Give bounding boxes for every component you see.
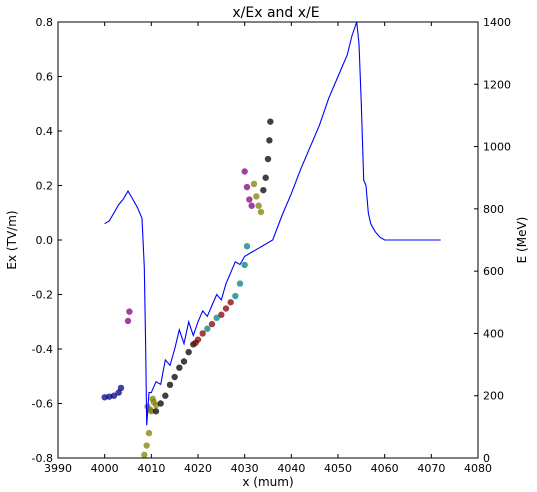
scatter-point [255, 202, 262, 209]
x-tick-label: 4040 [277, 462, 305, 475]
scatter-point [253, 193, 260, 200]
scatter-point [204, 325, 211, 332]
y-right-tick-label: 1400 [483, 16, 511, 29]
y-right-tick-label: 0 [483, 452, 490, 465]
scatter-point [149, 395, 156, 403]
y-left-tick-label: 0.2 [36, 180, 54, 193]
y-left-tick-label: -0.8 [32, 452, 53, 465]
x-tick-label: 4050 [324, 462, 352, 475]
scatter-point [208, 320, 216, 328]
scatter-point [157, 400, 164, 407]
scatter-point [180, 358, 188, 365]
scatter-point [124, 317, 132, 325]
scatter-point [236, 280, 244, 287]
x-tick-label: 4030 [231, 462, 259, 475]
y-right-tick-label: 1200 [483, 78, 511, 91]
scatter-point [143, 442, 150, 449]
scatter-point [257, 208, 265, 216]
scatter-point [213, 314, 220, 322]
scatter-point [248, 202, 255, 209]
scatter-point [166, 381, 174, 389]
scatter-point [241, 168, 248, 175]
plot-marks [101, 21, 441, 459]
scatter-point [176, 364, 183, 371]
y-left-tick-label: -0.4 [32, 343, 53, 356]
scatter-point [162, 392, 169, 399]
scatter-point [185, 348, 192, 356]
scatter-point [222, 305, 230, 312]
y-right-tick-label: 1000 [483, 141, 511, 154]
scatter-point [260, 186, 267, 194]
scatter-point [262, 174, 269, 181]
scatter-point [199, 330, 206, 337]
x-tick-label: 4010 [137, 462, 165, 475]
x-axis-ticks: 3990 4000 4010 4020 4030 4040 4050 4060 4070 4080 [44, 22, 492, 475]
scatter-point [152, 408, 160, 415]
scatter-point [250, 180, 258, 188]
y-left-tick-label: 0.6 [36, 71, 54, 84]
y-right-axis-label: E (MeV) [515, 217, 529, 264]
y-left-tick-label: -0.6 [32, 398, 53, 411]
x-axis-label: x (mum) [242, 475, 293, 489]
scatter-point [218, 311, 225, 318]
scatter-point [243, 183, 251, 191]
scatter-point [267, 118, 274, 125]
y-right-axis-ticks: 0 200 400 600 800 1000 1200 1400 [474, 16, 511, 465]
y-left-tick-label: 0.0 [36, 234, 54, 247]
scatter-point [145, 429, 153, 437]
scatter-point [246, 196, 253, 203]
scatter-point [171, 373, 178, 381]
y-right-tick-label: 400 [483, 327, 504, 340]
scatter-point [241, 261, 248, 269]
y-left-tick-label: 0.4 [36, 125, 54, 138]
x-tick-label: 4080 [464, 462, 492, 475]
y-right-tick-label: 600 [483, 265, 504, 278]
y-left-tick-label: 0.8 [36, 16, 54, 29]
y-left-axis-ticks: -0.8 -0.6 -0.4 -0.2 0.0 0.2 0.4 0.6 0.8 [32, 16, 62, 465]
scatter-point [147, 406, 154, 413]
scatter-point [227, 299, 234, 306]
scatter-point [101, 394, 108, 401]
scatter-point [243, 243, 251, 250]
series-line [104, 21, 441, 426]
y-left-tick-label: -0.2 [32, 289, 53, 302]
chart-title: x/Ex and x/E [232, 5, 319, 21]
scatter-point [232, 292, 239, 300]
scatter-point [126, 308, 133, 315]
y-right-tick-label: 800 [483, 203, 504, 216]
scatter-point [194, 336, 202, 343]
x-tick-label: 4060 [371, 462, 399, 475]
x-tick-label: 4070 [417, 462, 445, 475]
scatter-point [110, 392, 118, 399]
y-left-axis-label: Ex (TV/m) [5, 210, 19, 269]
x-tick-label: 3990 [44, 462, 72, 475]
x-tick-label: 4000 [91, 462, 119, 475]
scatter-point [117, 384, 125, 392]
y-right-tick-label: 200 [483, 390, 504, 403]
scatter-point [266, 137, 273, 144]
scatter-point [141, 451, 148, 459]
x-tick-label: 4020 [184, 462, 212, 475]
scatter-point [264, 155, 272, 163]
